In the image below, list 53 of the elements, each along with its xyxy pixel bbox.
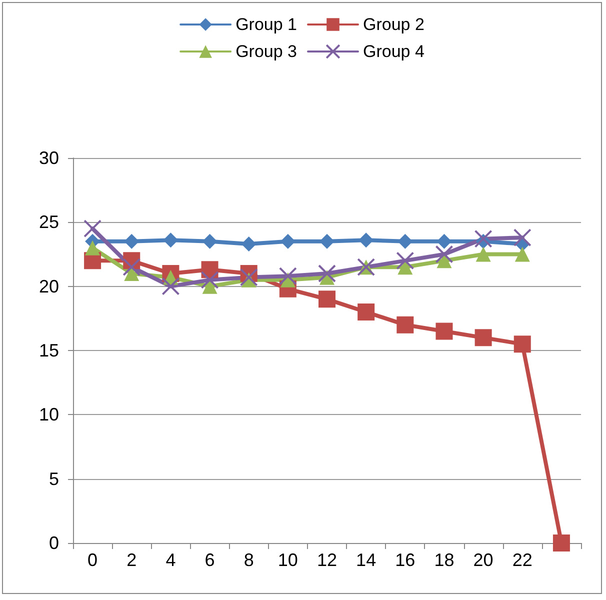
point <box>514 336 531 353</box>
legend-label: Group 3 <box>236 42 298 61</box>
point <box>163 232 178 248</box>
x-tick-label: 6 <box>204 550 215 570</box>
point <box>240 268 258 286</box>
point <box>514 246 530 262</box>
x-tick-label: 16 <box>395 550 416 570</box>
point <box>552 534 570 552</box>
point <box>358 304 375 320</box>
point <box>200 270 219 289</box>
y-tick-label: 30 <box>38 148 59 168</box>
y-tick-label: 10 <box>38 404 59 425</box>
point <box>241 236 256 252</box>
point <box>358 232 374 248</box>
y-tick-label: 20 <box>38 276 59 296</box>
point <box>162 277 180 296</box>
x-tick-label: 4 <box>166 550 176 570</box>
y-tick-label: 5 <box>48 468 59 489</box>
y-tick-label: 25 <box>38 212 59 232</box>
point <box>84 220 102 238</box>
point <box>436 322 453 340</box>
point <box>122 258 141 276</box>
legend-label: Group 1 <box>236 15 298 34</box>
point <box>436 234 452 249</box>
x-tick-label: 12 <box>316 550 338 570</box>
point <box>513 228 532 247</box>
point <box>278 267 297 286</box>
x-tick-label: 8 <box>244 550 254 570</box>
point <box>398 234 413 249</box>
point <box>202 234 218 249</box>
legend-label: Group 4 <box>363 42 424 61</box>
point <box>435 245 454 264</box>
point <box>280 234 296 249</box>
point <box>474 329 492 346</box>
x-tick-label: 18 <box>434 550 454 570</box>
legend-label: Group 2 <box>363 15 424 34</box>
point <box>396 252 414 270</box>
point <box>124 234 140 249</box>
x-tick-label: 22 <box>512 550 532 570</box>
x-tick-label: 10 <box>278 550 298 570</box>
x-tick-label: 20 <box>473 550 494 570</box>
y-tick-label: 15 <box>38 340 59 360</box>
point <box>318 290 336 308</box>
point <box>85 240 100 256</box>
y-tick-label: 0 <box>48 533 59 553</box>
point <box>320 234 334 249</box>
x-tick-label: 0 <box>88 550 98 570</box>
point <box>474 230 492 248</box>
point <box>318 264 336 282</box>
x-tick-label: 14 <box>356 550 376 570</box>
point <box>396 316 414 334</box>
x-tick-label: 2 <box>126 550 137 570</box>
point <box>476 246 491 262</box>
